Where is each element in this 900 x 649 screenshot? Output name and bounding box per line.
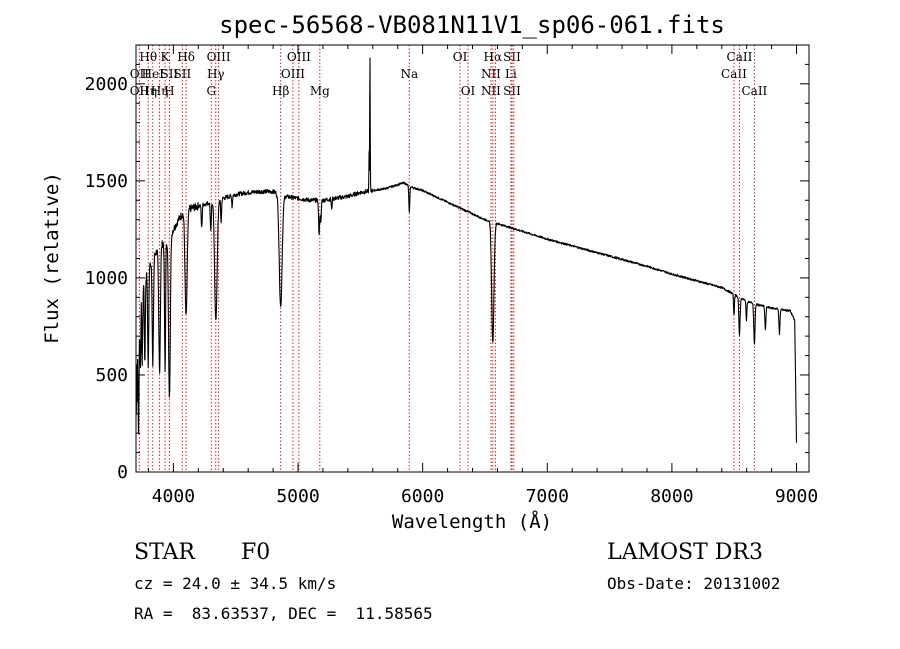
coordinates: RA = 83.63537, DEC = 11.58565 bbox=[134, 604, 433, 623]
line-marker-label: OI bbox=[461, 84, 476, 98]
line-marker-label: OIII bbox=[207, 50, 231, 64]
line-marker-label: Hγ bbox=[207, 67, 225, 81]
y-tick-label: 1000 bbox=[85, 268, 128, 289]
x-tick-label: 4000 bbox=[152, 486, 195, 507]
line-marker-label: OII bbox=[130, 67, 150, 81]
line-marker-label: G bbox=[206, 84, 216, 98]
chart-title: spec-56568-VB081N11V1_sp06-061.fits bbox=[219, 11, 725, 39]
line-marker-label: HeI bbox=[142, 67, 165, 81]
x-tick-label: 9000 bbox=[775, 486, 818, 507]
line-marker-label: CaII bbox=[741, 84, 767, 98]
line-marker-label: SII bbox=[503, 84, 521, 98]
y-tick-label: 0 bbox=[117, 462, 128, 483]
line-marker-label: Li bbox=[505, 67, 517, 81]
x-tick-label: 6000 bbox=[401, 486, 444, 507]
line-marker-label: NII bbox=[481, 67, 501, 81]
line-marker-label: OII bbox=[130, 84, 150, 98]
y-tick-label: 2000 bbox=[85, 74, 128, 95]
series-layer bbox=[135, 57, 798, 443]
survey-name: LAMOST DR3 bbox=[607, 540, 763, 565]
redshift-cz: cz = 24.0 ± 34.5 km/s bbox=[134, 574, 337, 593]
line-marker-layer: OIIOIIHθHηHeIHηKSIIHSIIHδGHγOIIIHβOIIIOI… bbox=[130, 45, 768, 472]
line-marker-label: CaII bbox=[721, 67, 747, 81]
y-tick-label: 500 bbox=[95, 365, 128, 386]
line-marker-label: SII bbox=[161, 67, 179, 81]
x-tick-label: 8000 bbox=[650, 486, 693, 507]
line-marker-label: SII bbox=[503, 50, 521, 64]
flux-series-line bbox=[135, 57, 798, 443]
line-marker-label: H bbox=[164, 84, 174, 98]
y-tick-label: 1500 bbox=[85, 171, 128, 192]
x-axis-label: Wavelength (Å) bbox=[392, 510, 552, 533]
line-marker-label: OIII bbox=[281, 67, 305, 81]
line-marker-label: Hθ bbox=[139, 50, 157, 64]
object-subclass: F0 bbox=[241, 540, 271, 565]
obs-date: Obs-Date: 20131002 bbox=[607, 574, 781, 593]
line-marker-label: Hα bbox=[484, 50, 503, 64]
line-marker-label: Hη bbox=[151, 84, 169, 98]
x-tick-label: 5000 bbox=[276, 486, 319, 507]
line-marker-label: Na bbox=[400, 67, 418, 81]
plot-frame bbox=[135, 44, 810, 473]
line-marker-label: K bbox=[161, 50, 171, 64]
x-tick-label: 7000 bbox=[526, 486, 569, 507]
line-marker-label: CaII bbox=[727, 50, 753, 64]
line-marker-label: OI bbox=[453, 50, 468, 64]
line-marker-label: Hβ bbox=[272, 84, 289, 98]
line-marker-label: Mg bbox=[310, 84, 330, 98]
line-marker-label: SII bbox=[174, 67, 192, 81]
line-marker-label: OIII bbox=[287, 50, 311, 64]
axis-layer: 4000 5000 6000 7000 8000 9000 0 500 1000 1500 2000 bbox=[85, 45, 818, 507]
line-marker-label: NII bbox=[481, 84, 501, 98]
line-marker-label: Hδ bbox=[177, 50, 195, 64]
object-class: STAR bbox=[134, 540, 195, 565]
y-axis-label: Flux (relative) bbox=[41, 172, 63, 344]
